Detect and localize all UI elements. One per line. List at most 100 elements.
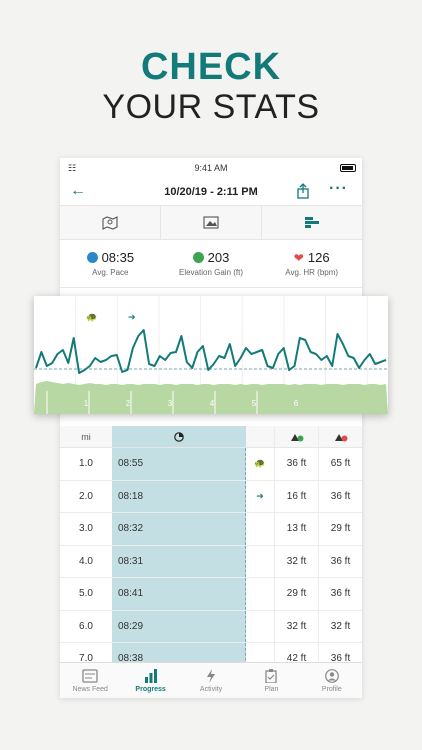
header-gain	[274, 426, 318, 447]
row-pace: 08:18	[112, 480, 246, 512]
row-gain: 36 ft	[274, 448, 318, 480]
row-gain: 32 ft	[274, 545, 318, 577]
row-loss: 32 ft	[318, 610, 362, 642]
row-gain: 32 ft	[274, 610, 318, 642]
row-pace: 08:41	[112, 578, 246, 610]
header-pace	[112, 426, 246, 447]
tab-map[interactable]	[60, 206, 161, 239]
row-mile: 2.0	[79, 490, 93, 502]
promo-subheadline: YOUR STATS	[102, 88, 320, 126]
back-arrow-icon[interactable]: ←	[70, 182, 86, 199]
pace-bar	[245, 643, 246, 675]
news-feed-icon	[82, 668, 98, 683]
tab-activity[interactable]: Activity	[181, 663, 241, 698]
row-mile: 1.0	[79, 458, 93, 470]
stat-label: Avg. HR (bpm)	[285, 268, 339, 277]
tab-label: Progress	[135, 685, 166, 693]
activity-icon	[207, 668, 216, 683]
tab-label: Plan	[264, 685, 279, 693]
tab-news-feed[interactable]: News Feed	[60, 663, 120, 698]
status-bar: ☷ 9:41 AM	[60, 158, 362, 178]
page-title: 10/20/19 - 2:11 PM	[164, 185, 258, 198]
row-gain: 42 ft	[274, 643, 318, 675]
row-mile: 7.0	[79, 653, 93, 665]
pace-bar	[245, 513, 246, 545]
tab-splits[interactable]	[262, 206, 362, 239]
phone-screen: ☷ 9:41 AM ← 10/20/19 - 2:11 PM ···	[60, 158, 362, 698]
pace-line	[35, 329, 387, 374]
row-pace: 08:55	[112, 448, 246, 480]
pace-bar	[245, 480, 246, 512]
row-pace: 08:29	[112, 610, 246, 642]
stat-avg-pace: 08:35 Avg. Pace	[60, 240, 161, 287]
share-icon[interactable]	[296, 183, 310, 199]
header-loss	[318, 426, 362, 447]
x-tick-label: 6	[294, 399, 299, 408]
promo-headline: CHECK	[140, 46, 282, 88]
x-tick-label: 3	[168, 399, 173, 408]
elevation-gain-icon	[290, 433, 303, 441]
progress-icon	[144, 668, 157, 683]
row-rabbit-icon: ➔	[256, 490, 264, 501]
more-icon[interactable]: ···	[329, 180, 348, 197]
rabbit-icon: ➔	[128, 312, 136, 322]
pace-elevation-chart[interactable]: 1 2 3 4 5 6 🐢 ➔	[34, 296, 388, 414]
stat-value: 08:35	[101, 250, 135, 265]
table-body: 1.0 08:55 🐢 36 ft 65 ft 2.0 08:18 ➔ 16 ft 36 ft 3.…	[60, 448, 362, 676]
heart-icon: ❤	[293, 250, 304, 265]
row-loss: 36 ft	[318, 545, 362, 577]
stopwatch-icon	[174, 431, 184, 442]
pace-bar	[245, 578, 246, 610]
splits-table: mi 1.0 08:55 🐢 36 ft 65 ft 2.0 08:18 ➔ 16 ft 36 f…	[60, 426, 362, 676]
row-loss: 36 ft	[318, 643, 362, 675]
table-header: mi	[60, 426, 362, 448]
table-row[interactable]: 1.0 08:55 🐢 36 ft 65 ft	[60, 448, 362, 481]
elevation-icon	[192, 252, 204, 263]
profile-icon	[324, 668, 339, 683]
row-loss: 36 ft	[318, 480, 362, 512]
battery-icon	[340, 164, 356, 172]
tab-plan[interactable]: Plan	[241, 663, 301, 698]
table-row[interactable]: 2.0 08:18 ➔ 16 ft 36 ft	[60, 480, 362, 513]
stat-value: 203	[207, 250, 230, 265]
pace-bar	[245, 545, 246, 577]
row-loss: 29 ft	[318, 513, 362, 545]
pace-icon	[86, 252, 98, 263]
splits-icon	[305, 217, 319, 228]
stat-elevation-gain: 203 Elevation Gain (ft)	[161, 240, 262, 287]
row-mile: 6.0	[79, 620, 93, 632]
tab-profile[interactable]: Profile	[302, 663, 362, 698]
stat-label: Avg. Pace	[92, 268, 129, 277]
tab-label: News Feed	[72, 685, 108, 693]
row-pace: 08:31	[112, 545, 246, 577]
row-mile: 4.0	[79, 555, 93, 567]
row-loss: 65 ft	[318, 448, 362, 480]
row-gain: 16 ft	[274, 480, 318, 512]
tab-photos[interactable]	[161, 206, 262, 239]
chart-svg: 1 2 3 4 5 6 🐢 ➔	[34, 296, 388, 414]
table-row[interactable]: 6.0 08:29 32 ft 32 ft	[60, 610, 362, 643]
table-row[interactable]: 5.0 08:41 29 ft 36 ft	[60, 578, 362, 611]
tab-label: Profile	[321, 685, 342, 693]
row-mile: 5.0	[79, 588, 93, 600]
bottom-tab-bar: News Feed Progress Activity Plan Profile	[60, 662, 362, 698]
tab-progress[interactable]: Progress	[120, 663, 180, 698]
x-tick-label: 1	[84, 399, 89, 408]
view-tabs	[60, 206, 362, 240]
photo-icon	[203, 216, 219, 229]
wifi-icon: ☷	[68, 163, 77, 173]
stat-label: Elevation Gain (ft)	[178, 268, 244, 277]
turtle-icon: 🐢	[86, 312, 97, 322]
x-tick-label: 2	[126, 399, 131, 408]
pace-bar	[245, 448, 246, 480]
stat-value: 126	[307, 250, 330, 265]
elevation-area	[34, 381, 388, 414]
row-gain: 29 ft	[274, 578, 318, 610]
stats-summary: 08:35 Avg. Pace 203 Elevation Gain (ft) …	[60, 240, 362, 288]
x-tick-label: 4	[210, 399, 215, 408]
row-loss: 36 ft	[318, 578, 362, 610]
pace-bar	[245, 610, 246, 642]
table-row[interactable]: 4.0 08:31 32 ft 36 ft	[60, 545, 362, 578]
table-row[interactable]: 3.0 08:32 13 ft 29 ft	[60, 513, 362, 546]
row-mile: 3.0	[79, 523, 93, 535]
